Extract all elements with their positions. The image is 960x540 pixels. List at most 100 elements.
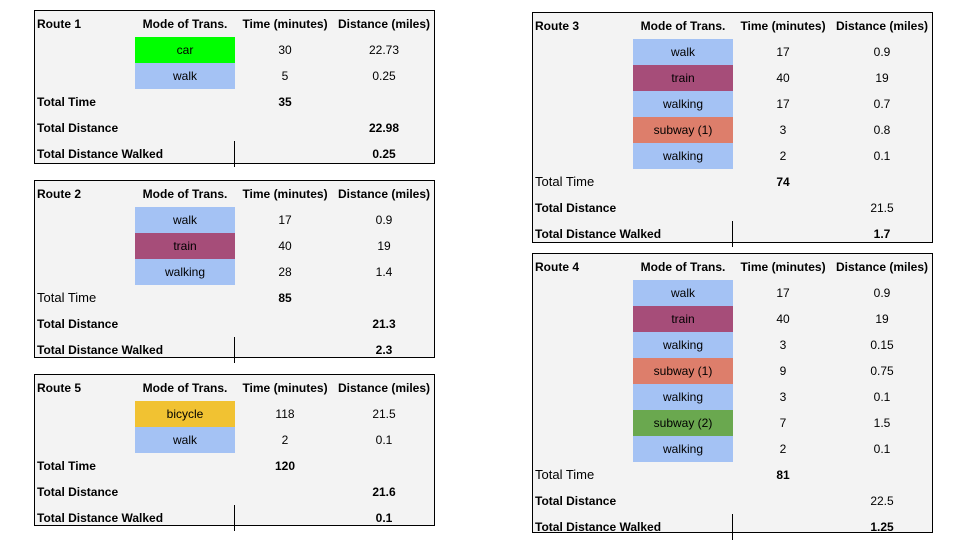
column-divider <box>732 221 733 247</box>
header-distance: Distance (miles) <box>337 187 431 201</box>
total-walked-row: Total Distance Walked 2.3 <box>35 337 434 363</box>
leg-row: walk 5 0.25 <box>35 63 434 89</box>
total-time-row: Total Time 74 <box>533 169 932 195</box>
total-time-value: 74 <box>776 175 790 189</box>
total-distance-row: Total Distance 22.98 <box>35 115 434 141</box>
route-table: Route 1 Mode of Trans. Time (minutes) Dista… <box>34 10 435 167</box>
leg-time: 118 <box>275 407 295 421</box>
total-walked-value: 0.1 <box>375 511 393 525</box>
total-time-row: Total Time 35 <box>35 89 434 115</box>
leg-row: train 40 19 <box>533 65 932 91</box>
leg-distance: 0.8 <box>873 123 891 137</box>
total-walked-row: Total Distance Walked 0.1 <box>35 505 434 531</box>
mode-cell: walking <box>633 332 733 358</box>
header-row: Route 3 Mode of Trans. Time (minutes) Dista… <box>533 13 932 39</box>
total-distance-label: Total Distance <box>37 121 119 135</box>
route-name: Route 3 <box>535 19 580 33</box>
leg-time: 40 <box>776 312 790 326</box>
total-distance-value: 22.98 <box>368 121 400 135</box>
leg-time: 3 <box>779 123 787 137</box>
total-time-row: Total Time 85 <box>35 285 434 311</box>
header-row: Route 5 Mode of Trans. Time (minutes) Dista… <box>35 375 434 401</box>
leg-row: subway (1) 9 0.75 <box>533 358 932 384</box>
total-distance-value: 22.5 <box>870 494 894 508</box>
leg-time: 17 <box>776 97 790 111</box>
total-walked-label: Total Distance Walked <box>37 343 164 357</box>
mode-cell: train <box>135 233 235 259</box>
leg-row: subway (2) 7 1.5 <box>533 410 932 436</box>
header-mode: Mode of Trans. <box>640 19 726 33</box>
total-walked-row: Total Distance Walked 0.25 <box>35 141 434 167</box>
total-time-label: Total Time <box>535 174 595 189</box>
leg-time: 5 <box>281 69 289 83</box>
total-time-label: Total Time <box>37 95 96 109</box>
leg-row: train 40 19 <box>35 233 434 259</box>
total-walked-value: 0.25 <box>372 147 396 161</box>
leg-row: walking 2 0.1 <box>533 143 932 169</box>
total-time-row: Total Time 81 <box>533 462 932 488</box>
leg-time: 28 <box>278 265 292 279</box>
leg-time: 9 <box>779 364 787 378</box>
leg-row: bicycle 118 21.5 <box>35 401 434 427</box>
total-walked-value: 2.3 <box>375 343 393 357</box>
leg-time: 7 <box>779 416 787 430</box>
route-name: Route 1 <box>37 17 82 31</box>
leg-row: car 30 22.73 <box>35 37 434 63</box>
leg-distance: 19 <box>377 239 391 253</box>
leg-time: 2 <box>779 149 787 163</box>
header-mode: Mode of Trans. <box>142 187 228 201</box>
total-time-label: Total Time <box>37 459 96 473</box>
leg-row: walking 3 0.1 <box>533 384 932 410</box>
total-distance-row: Total Distance 22.5 <box>533 488 932 514</box>
header-time: Time (minutes) <box>242 187 328 201</box>
mode-cell: walk <box>135 207 235 233</box>
header-row: Route 1 Mode of Trans. Time (minutes) Dista… <box>35 11 434 37</box>
mode-cell: walking <box>633 91 733 117</box>
leg-row: walking 28 1.4 <box>35 259 434 285</box>
total-walked-label: Total Distance Walked <box>535 520 662 534</box>
leg-time: 2 <box>779 442 787 456</box>
column-divider <box>234 505 235 531</box>
mode-cell: walk <box>633 39 733 65</box>
total-distance-value: 21.5 <box>870 201 894 215</box>
leg-row: walking 3 0.15 <box>533 332 932 358</box>
column-divider <box>234 337 235 363</box>
leg-distance: 0.1 <box>873 442 891 456</box>
leg-row: walk 17 0.9 <box>35 207 434 233</box>
total-distance-label: Total Distance <box>535 201 617 215</box>
header-row: Route 2 Mode of Trans. Time (minutes) Dista… <box>35 181 434 207</box>
mode-cell: subway (1) <box>633 117 733 143</box>
header-mode: Mode of Trans. <box>142 17 228 31</box>
total-distance-value: 21.3 <box>372 317 396 331</box>
leg-distance: 0.9 <box>375 213 393 227</box>
mode-cell: walking <box>633 384 733 410</box>
leg-row: train 40 19 <box>533 306 932 332</box>
leg-time: 40 <box>278 239 292 253</box>
mode-cell: bicycle <box>135 401 235 427</box>
mode-cell: walking <box>633 436 733 462</box>
leg-row: walking 17 0.7 <box>533 91 932 117</box>
leg-time: 17 <box>776 45 790 59</box>
leg-distance: 0.1 <box>873 390 891 404</box>
column-divider <box>234 141 235 167</box>
column-divider <box>732 514 733 540</box>
mode-cell: walking <box>633 143 733 169</box>
route-name: Route 4 <box>535 260 580 274</box>
leg-time: 30 <box>278 43 292 57</box>
total-time-row: Total Time 120 <box>35 453 434 479</box>
total-walked-value: 1.25 <box>870 520 894 534</box>
leg-distance: 19 <box>875 312 889 326</box>
mode-cell: subway (2) <box>633 410 733 436</box>
leg-distance: 21.5 <box>372 407 396 421</box>
mode-cell: train <box>633 306 733 332</box>
total-distance-label: Total Distance <box>37 317 119 331</box>
leg-row: walk 17 0.9 <box>533 280 932 306</box>
total-time-value: 81 <box>776 468 790 482</box>
total-time-value: 120 <box>274 459 296 473</box>
header-distance: Distance (miles) <box>337 17 431 31</box>
mode-cell: car <box>135 37 235 63</box>
total-walked-row: Total Distance Walked 1.25 <box>533 514 932 540</box>
total-walked-label: Total Distance Walked <box>37 511 164 525</box>
leg-row: walk 2 0.1 <box>35 427 434 453</box>
total-walked-row: Total Distance Walked 1.7 <box>533 221 932 247</box>
